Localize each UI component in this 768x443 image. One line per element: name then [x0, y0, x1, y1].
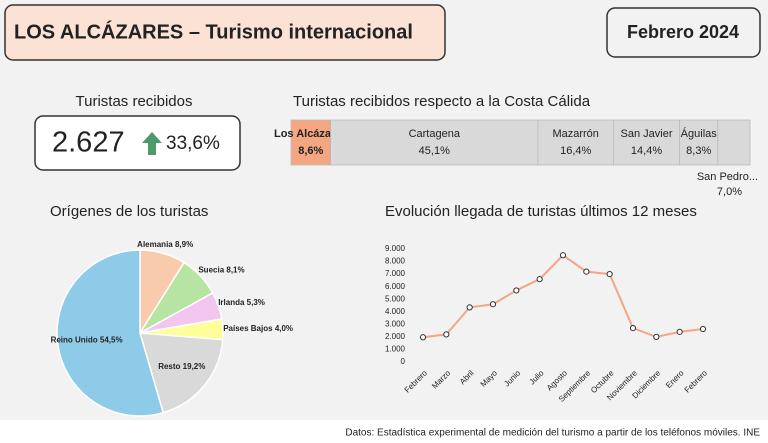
kpi-title: Turistas recibidos [76, 93, 193, 110]
line-marker [443, 331, 450, 338]
line-marker [419, 334, 427, 341]
line-marker [536, 276, 543, 283]
y-tick-label: 6.000 [385, 282, 406, 291]
pie-label-value: 5,3% [247, 298, 265, 307]
y-tick-label: 3.000 [385, 319, 406, 328]
pie-label-name: Suecia [198, 265, 224, 274]
pie-label-value: 19,2% [183, 362, 206, 371]
kpi-change: 33,6% [166, 133, 220, 154]
bar-segment [679, 119, 719, 166]
pie-label-name: Resto [158, 362, 180, 371]
pie-label-name: Reino Unido [51, 336, 98, 345]
line-marker [489, 301, 497, 308]
bar-segment [537, 119, 614, 166]
chart-title: Turistas recibidos respecto a la Costa C… [293, 93, 591, 110]
title-box [4, 4, 446, 61]
segment-value: 14,4% [631, 145, 662, 157]
y-tick-label: 2.000 [385, 332, 406, 341]
pie-label-value: 4,0% [275, 324, 293, 333]
pie-slice [138, 332, 224, 414]
y-tick-label: 9.000 [385, 244, 406, 253]
line-marker [653, 333, 660, 340]
line-marker [559, 252, 567, 259]
line-marker [466, 304, 473, 311]
source: Datos: Estadística experimental de medic… [345, 428, 760, 439]
segment-label: Cartagena [409, 128, 461, 140]
line-marker [699, 325, 707, 333]
page-title: LOS ALCÁZARES – Turismo internacional [14, 20, 413, 43]
segment-label: San Javier [621, 128, 673, 140]
y-tick-label: 0 [401, 357, 406, 366]
line-marker [513, 287, 520, 294]
pie-label-value: 54,5% [100, 336, 123, 345]
pie-label: Irlanda 5,3% [218, 298, 265, 307]
segment-label: Los Alcázares [274, 128, 348, 140]
pie-label: Suecia 8,1% [198, 265, 244, 274]
bar-segment [330, 119, 539, 166]
y-tick-label: 1.000 [385, 345, 406, 354]
line-marker [676, 328, 683, 335]
pie-label-value: 8,1% [226, 265, 244, 274]
kpi-box [34, 115, 241, 171]
bar-segment [717, 119, 751, 166]
segment-value: 45,1% [419, 145, 450, 157]
segment-value: 8,3% [686, 145, 711, 157]
pie-label-name: Irlanda [218, 298, 245, 307]
segment-label: San Pedro... [697, 171, 758, 183]
pie-label-value: 8,9% [175, 240, 193, 249]
bar-segment [613, 119, 681, 166]
pie-label-name: Alemania [137, 240, 173, 249]
y-tick-label: 8.000 [385, 257, 406, 266]
kpi-value: 2.627 [52, 127, 125, 159]
chart-title: Evolución llegada de turistas últimos 12… [385, 203, 697, 220]
period: Febrero 2024 [627, 22, 739, 42]
y-tick-label: 5.000 [385, 294, 406, 303]
up-arrow [142, 132, 162, 155]
segment-value: 16,4% [560, 145, 591, 157]
bar-segment [290, 119, 331, 166]
period-box [606, 7, 761, 58]
y-tick-label: 4.000 [385, 307, 406, 316]
line-marker [583, 268, 590, 275]
pie-label: Reino Unido 54,5% [51, 336, 123, 345]
pie-label-name: Países Bajos [223, 324, 273, 333]
segment-value: 8,6% [298, 145, 323, 157]
chart-title: Orígenes de los turistas [50, 203, 208, 220]
line-marker [606, 271, 613, 278]
segment-label: Águilas [681, 127, 718, 140]
pie-label: Países Bajos 4,0% [223, 324, 293, 333]
segment-value: 7,0% [717, 186, 742, 198]
pie-label: Resto 19,2% [158, 362, 205, 371]
pie-label: Alemania 8,9% [137, 240, 193, 249]
line-marker [629, 325, 637, 332]
segment-label: Mazarrón [552, 128, 598, 140]
y-tick-label: 7.000 [385, 269, 406, 278]
pie-slice [56, 249, 165, 417]
